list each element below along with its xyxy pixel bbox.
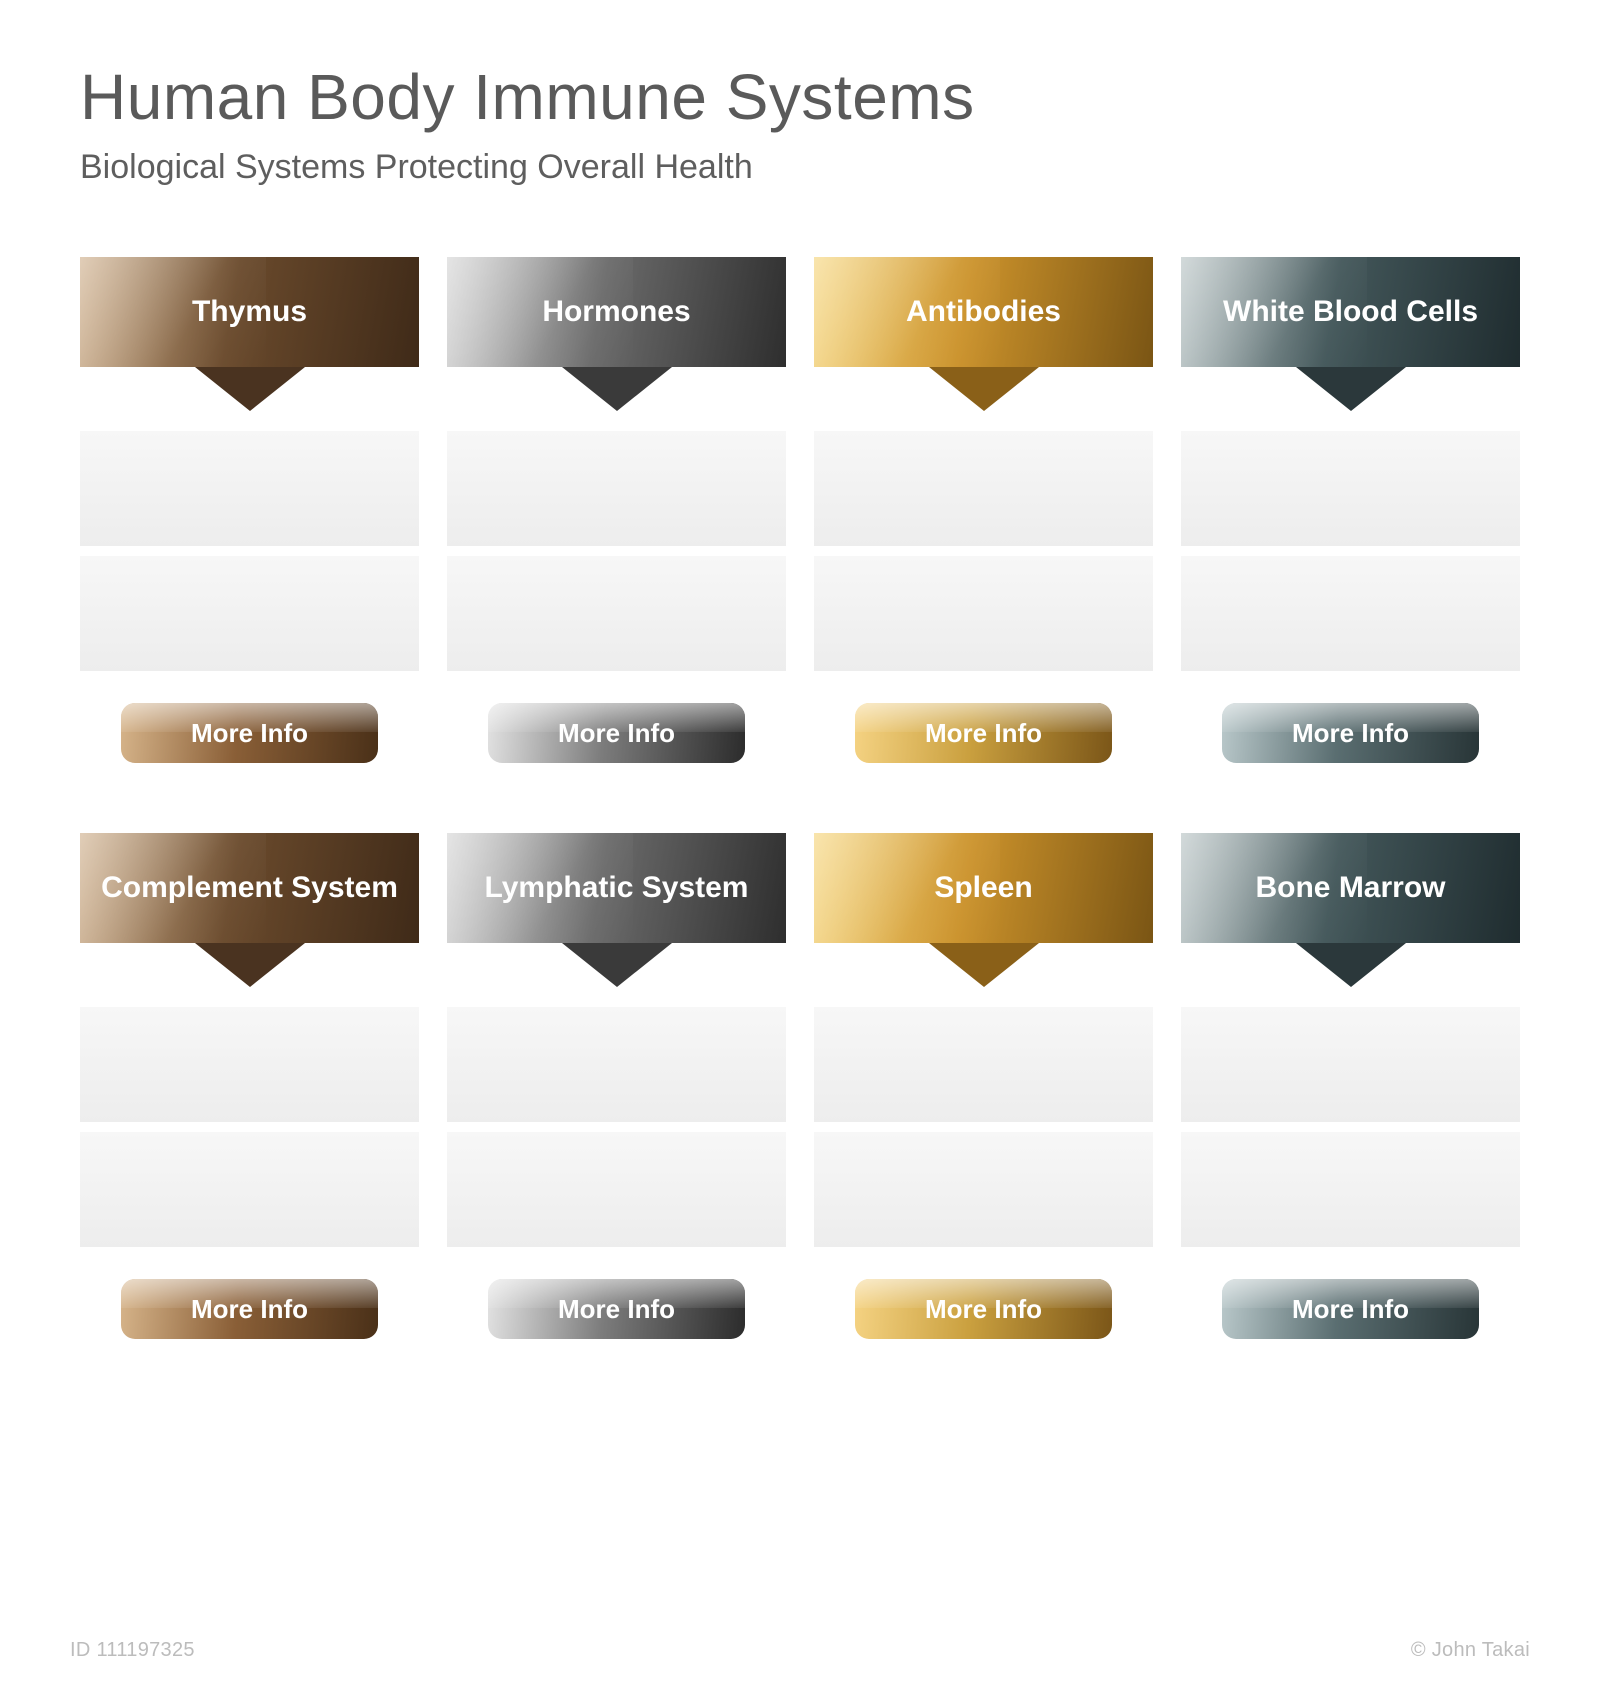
card-white-blood-cells: White Blood Cells More Info	[1181, 257, 1520, 763]
page-subtitle: Biological Systems Protecting Overall He…	[80, 148, 1520, 187]
page: Human Body Immune Systems Biological Sys…	[0, 0, 1600, 1449]
card-cells	[1181, 431, 1520, 681]
card-cells	[814, 1007, 1153, 1257]
card-header-label: Complement System	[101, 871, 398, 906]
chevron-down-icon	[1296, 943, 1406, 987]
content-cell	[447, 556, 786, 671]
button-label: More Info	[558, 1294, 675, 1325]
more-info-button[interactable]: More Info	[855, 703, 1113, 763]
chevron-down-icon	[562, 943, 672, 987]
more-info-button[interactable]: More Info	[1222, 1279, 1480, 1339]
card-header: Spleen	[814, 833, 1153, 943]
card-header-label: Bone Marrow	[1255, 871, 1445, 906]
card-thymus: Thymus More Info	[80, 257, 419, 763]
chevron-down-icon	[195, 943, 305, 987]
card-header: Complement System	[80, 833, 419, 943]
content-cell	[1181, 1007, 1520, 1122]
content-cell	[814, 1007, 1153, 1122]
card-header-label: White Blood Cells	[1223, 295, 1478, 330]
content-cell	[447, 1007, 786, 1122]
button-label: More Info	[558, 718, 675, 749]
content-cell	[80, 1007, 419, 1122]
content-cell	[814, 431, 1153, 546]
content-cell	[80, 431, 419, 546]
card-header-label: Antibodies	[906, 295, 1061, 330]
content-cell	[814, 556, 1153, 671]
card-bone-marrow: Bone Marrow More Info	[1181, 833, 1520, 1339]
content-cell	[1181, 556, 1520, 671]
button-label: More Info	[191, 718, 308, 749]
card-header: Thymus	[80, 257, 419, 367]
card-row: Thymus More Info Hormones More Info	[80, 257, 1520, 763]
watermark-author: © John Takai	[1411, 1639, 1530, 1662]
button-label: More Info	[191, 1294, 308, 1325]
more-info-button[interactable]: More Info	[855, 1279, 1113, 1339]
button-label: More Info	[925, 718, 1042, 749]
card-header-label: Lymphatic System	[485, 871, 749, 906]
card-header: Antibodies	[814, 257, 1153, 367]
button-label: More Info	[1292, 1294, 1409, 1325]
card-cells	[80, 1007, 419, 1257]
card-complement-system: Complement System More Info	[80, 833, 419, 1339]
content-cell	[1181, 1132, 1520, 1247]
chevron-down-icon	[929, 367, 1039, 411]
card-cells	[447, 431, 786, 681]
chevron-down-icon	[195, 367, 305, 411]
card-header: Hormones	[447, 257, 786, 367]
watermark-id: ID 111197325	[70, 1639, 195, 1662]
card-spleen: Spleen More Info	[814, 833, 1153, 1339]
content-cell	[80, 556, 419, 671]
content-cell	[447, 431, 786, 546]
content-cell	[814, 1132, 1153, 1247]
more-info-button[interactable]: More Info	[488, 1279, 746, 1339]
card-row: Complement System More Info Lymphatic Sy…	[80, 833, 1520, 1339]
card-header: Lymphatic System	[447, 833, 786, 943]
card-hormones: Hormones More Info	[447, 257, 786, 763]
content-cell	[1181, 431, 1520, 546]
card-antibodies: Antibodies More Info	[814, 257, 1153, 763]
card-header-label: Spleen	[934, 871, 1032, 906]
page-title: Human Body Immune Systems	[80, 60, 1520, 134]
chevron-down-icon	[562, 367, 672, 411]
card-header-label: Hormones	[542, 295, 690, 330]
more-info-button[interactable]: More Info	[1222, 703, 1480, 763]
chevron-down-icon	[929, 943, 1039, 987]
card-cells	[80, 431, 419, 681]
card-header-label: Thymus	[192, 295, 307, 330]
more-info-button[interactable]: More Info	[121, 1279, 379, 1339]
card-cells	[1181, 1007, 1520, 1257]
button-label: More Info	[925, 1294, 1042, 1325]
card-lymphatic-system: Lymphatic System More Info	[447, 833, 786, 1339]
card-header: Bone Marrow	[1181, 833, 1520, 943]
card-cells	[447, 1007, 786, 1257]
card-header: White Blood Cells	[1181, 257, 1520, 367]
chevron-down-icon	[1296, 367, 1406, 411]
button-label: More Info	[1292, 718, 1409, 749]
content-cell	[80, 1132, 419, 1247]
content-cell	[447, 1132, 786, 1247]
card-cells	[814, 431, 1153, 681]
more-info-button[interactable]: More Info	[488, 703, 746, 763]
more-info-button[interactable]: More Info	[121, 703, 379, 763]
